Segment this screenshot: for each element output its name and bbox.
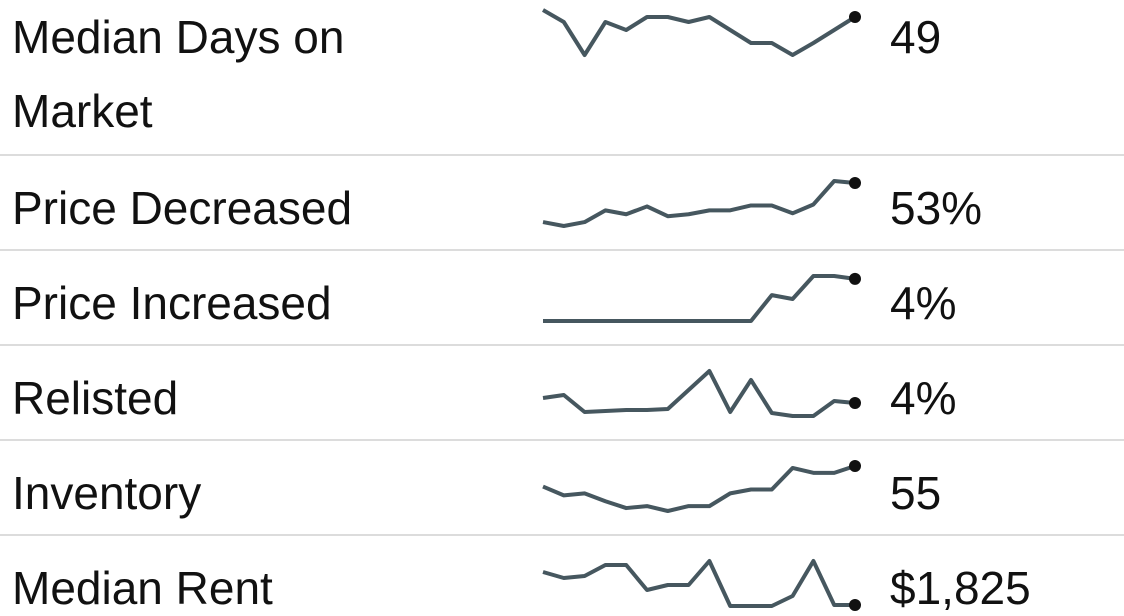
row-separator	[0, 439, 1124, 441]
row-separator	[0, 249, 1124, 251]
sparkline	[543, 274, 856, 323]
row-separator	[0, 344, 1124, 346]
sparkline	[542, 464, 856, 513]
sparkline	[542, 179, 856, 228]
sparkline	[542, 559, 855, 608]
sparkline-end-dot	[849, 397, 861, 409]
row-label: Median Days on Market	[12, 11, 345, 137]
row-value: $1,825	[890, 562, 1031, 614]
sparkline	[542, 369, 856, 418]
row-value: 53%	[890, 182, 983, 234]
row-separator	[0, 534, 1124, 536]
row-value: 4%	[890, 277, 957, 329]
sparkline	[542, 8, 857, 57]
row-label: Price Increased	[12, 277, 332, 329]
row-label: Price Decreased	[12, 182, 353, 234]
sparkline-end-dot	[849, 11, 861, 23]
row-value: 4%	[890, 372, 957, 424]
sparkline-end-dot	[849, 460, 861, 472]
row-separator	[0, 154, 1124, 156]
row-label: Inventory	[12, 467, 202, 519]
row-label: Relisted	[12, 372, 179, 424]
row-value: 49	[890, 11, 942, 63]
row-label: Median Rent	[12, 562, 273, 614]
sparkline-end-dot	[849, 599, 861, 611]
sparkline-end-dot	[849, 176, 861, 189]
sparkline-end-dot	[849, 272, 861, 285]
row-value: 55	[890, 467, 942, 519]
